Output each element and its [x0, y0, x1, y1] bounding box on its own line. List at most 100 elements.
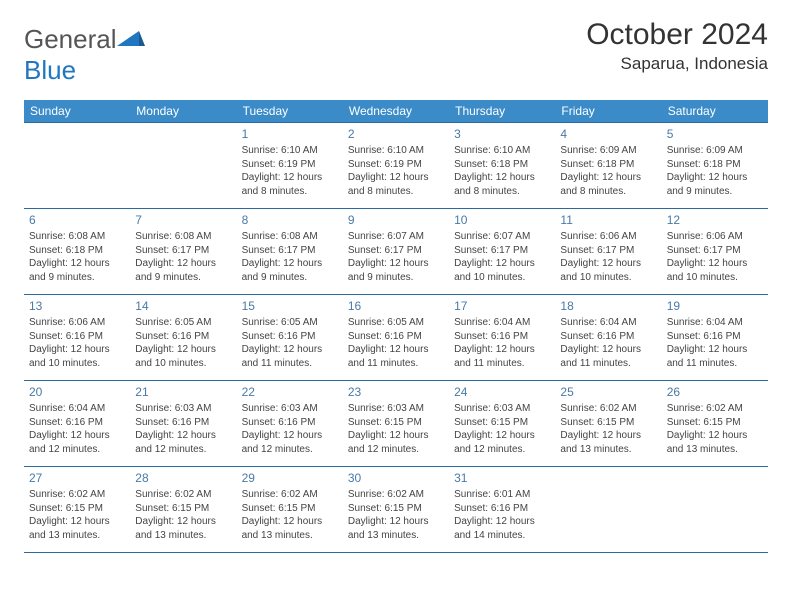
sunrise-label: Sunrise: 6:04 AM	[454, 316, 550, 330]
day2-label: and 13 minutes.	[29, 529, 125, 543]
day1-label: Daylight: 12 hours	[667, 429, 763, 443]
day1-label: Daylight: 12 hours	[135, 429, 231, 443]
day1-label: Daylight: 12 hours	[560, 429, 656, 443]
sunset-label: Sunset: 6:18 PM	[454, 158, 550, 172]
day1-label: Daylight: 12 hours	[667, 171, 763, 185]
sunset-label: Sunset: 6:17 PM	[135, 244, 231, 258]
sunrise-label: Sunrise: 6:02 AM	[29, 488, 125, 502]
day2-label: and 8 minutes.	[560, 185, 656, 199]
sunrise-label: Sunrise: 6:04 AM	[560, 316, 656, 330]
sunrise-label: Sunrise: 6:08 AM	[29, 230, 125, 244]
calendar-row: 20Sunrise: 6:04 AMSunset: 6:16 PMDayligh…	[24, 381, 768, 467]
sunset-label: Sunset: 6:19 PM	[348, 158, 444, 172]
sunrise-label: Sunrise: 6:01 AM	[454, 488, 550, 502]
day1-label: Daylight: 12 hours	[242, 343, 338, 357]
sunset-label: Sunset: 6:15 PM	[348, 502, 444, 516]
calendar-cell	[24, 123, 130, 209]
sunset-label: Sunset: 6:16 PM	[242, 416, 338, 430]
calendar-cell: 7Sunrise: 6:08 AMSunset: 6:17 PMDaylight…	[130, 209, 236, 295]
day1-label: Daylight: 12 hours	[29, 343, 125, 357]
calendar-cell: 31Sunrise: 6:01 AMSunset: 6:16 PMDayligh…	[449, 467, 555, 553]
calendar-cell: 9Sunrise: 6:07 AMSunset: 6:17 PMDaylight…	[343, 209, 449, 295]
sunrise-label: Sunrise: 6:03 AM	[242, 402, 338, 416]
sunrise-label: Sunrise: 6:10 AM	[454, 144, 550, 158]
day-number: 25	[560, 384, 656, 400]
sunrise-label: Sunrise: 6:08 AM	[135, 230, 231, 244]
day-number: 15	[242, 298, 338, 314]
sunset-label: Sunset: 6:15 PM	[348, 416, 444, 430]
logo-general: General	[24, 24, 117, 54]
sunset-label: Sunset: 6:18 PM	[29, 244, 125, 258]
sunset-label: Sunset: 6:16 PM	[667, 330, 763, 344]
calendar-cell: 28Sunrise: 6:02 AMSunset: 6:15 PMDayligh…	[130, 467, 236, 553]
day2-label: and 13 minutes.	[135, 529, 231, 543]
calendar-cell: 23Sunrise: 6:03 AMSunset: 6:15 PMDayligh…	[343, 381, 449, 467]
day-number: 13	[29, 298, 125, 314]
calendar-row: 6Sunrise: 6:08 AMSunset: 6:18 PMDaylight…	[24, 209, 768, 295]
day2-label: and 12 minutes.	[135, 443, 231, 457]
day-number: 16	[348, 298, 444, 314]
sunset-label: Sunset: 6:17 PM	[348, 244, 444, 258]
day-number: 20	[29, 384, 125, 400]
day1-label: Daylight: 12 hours	[454, 515, 550, 529]
logo: General Blue	[24, 18, 145, 86]
day1-label: Daylight: 12 hours	[135, 343, 231, 357]
sunrise-label: Sunrise: 6:06 AM	[29, 316, 125, 330]
day1-label: Daylight: 12 hours	[348, 171, 444, 185]
weekday-header-row: Sunday Monday Tuesday Wednesday Thursday…	[24, 100, 768, 123]
sunset-label: Sunset: 6:16 PM	[135, 330, 231, 344]
calendar-cell: 2Sunrise: 6:10 AMSunset: 6:19 PMDaylight…	[343, 123, 449, 209]
day-number: 6	[29, 212, 125, 228]
sunrise-label: Sunrise: 6:06 AM	[667, 230, 763, 244]
sunset-label: Sunset: 6:16 PM	[135, 416, 231, 430]
calendar-cell: 12Sunrise: 6:06 AMSunset: 6:17 PMDayligh…	[662, 209, 768, 295]
day2-label: and 10 minutes.	[29, 357, 125, 371]
sunset-label: Sunset: 6:17 PM	[242, 244, 338, 258]
calendar-cell: 25Sunrise: 6:02 AMSunset: 6:15 PMDayligh…	[555, 381, 661, 467]
calendar-cell: 13 Sunrise: 6:06 AMSunset: 6:16 PMDayligh…	[24, 295, 130, 381]
day1-label: Daylight: 12 hours	[454, 171, 550, 185]
logo-blue: Blue	[24, 55, 76, 85]
day2-label: and 13 minutes.	[560, 443, 656, 457]
calendar-row: 27Sunrise: 6:02 AMSunset: 6:15 PMDayligh…	[24, 467, 768, 553]
day2-label: and 8 minutes.	[348, 185, 444, 199]
day1-label: Daylight: 12 hours	[29, 429, 125, 443]
sunset-label: Sunset: 6:15 PM	[560, 416, 656, 430]
calendar-cell: 1Sunrise: 6:10 AMSunset: 6:19 PMDaylight…	[237, 123, 343, 209]
calendar-cell	[662, 467, 768, 553]
location-label: Saparua, Indonesia	[586, 54, 768, 74]
calendar-cell: 21Sunrise: 6:03 AMSunset: 6:16 PMDayligh…	[130, 381, 236, 467]
calendar-cell: 16Sunrise: 6:05 AMSunset: 6:16 PMDayligh…	[343, 295, 449, 381]
day1-label: Daylight: 12 hours	[135, 257, 231, 271]
day2-label: and 11 minutes.	[348, 357, 444, 371]
sunset-label: Sunset: 6:16 PM	[29, 416, 125, 430]
day1-label: Daylight: 12 hours	[560, 257, 656, 271]
weekday-header: Friday	[555, 100, 661, 123]
calendar-cell: 19Sunrise: 6:04 AMSunset: 6:16 PMDayligh…	[662, 295, 768, 381]
sunrise-label: Sunrise: 6:08 AM	[242, 230, 338, 244]
day-number: 18	[560, 298, 656, 314]
sunset-label: Sunset: 6:16 PM	[560, 330, 656, 344]
sunset-label: Sunset: 6:16 PM	[29, 330, 125, 344]
day-number: 23	[348, 384, 444, 400]
day-number: 12	[667, 212, 763, 228]
sunrise-label: Sunrise: 6:10 AM	[242, 144, 338, 158]
day-number: 11	[560, 212, 656, 228]
day-number: 30	[348, 470, 444, 486]
weekday-header: Saturday	[662, 100, 768, 123]
day2-label: and 8 minutes.	[242, 185, 338, 199]
calendar-row: 13Sunrise: 6:06 AMSunset: 6:16 PMDayligh…	[24, 295, 768, 381]
day2-label: and 12 minutes.	[242, 443, 338, 457]
day1-label: Daylight: 12 hours	[242, 515, 338, 529]
day1-label: Daylight: 12 hours	[454, 429, 550, 443]
sunset-label: Sunset: 6:15 PM	[667, 416, 763, 430]
sunrise-label: Sunrise: 6:03 AM	[348, 402, 444, 416]
sunrise-label: Sunrise: 6:02 AM	[348, 488, 444, 502]
title-block: October 2024 Saparua, Indonesia	[586, 18, 768, 74]
sunset-label: Sunset: 6:18 PM	[560, 158, 656, 172]
sunrise-label: Sunrise: 6:09 AM	[560, 144, 656, 158]
sunrise-label: Sunrise: 6:02 AM	[667, 402, 763, 416]
day1-label: Daylight: 12 hours	[242, 429, 338, 443]
calendar-cell: 5Sunrise: 6:09 AMSunset: 6:18 PMDaylight…	[662, 123, 768, 209]
calendar-cell: 30Sunrise: 6:02 AMSunset: 6:15 PMDayligh…	[343, 467, 449, 553]
